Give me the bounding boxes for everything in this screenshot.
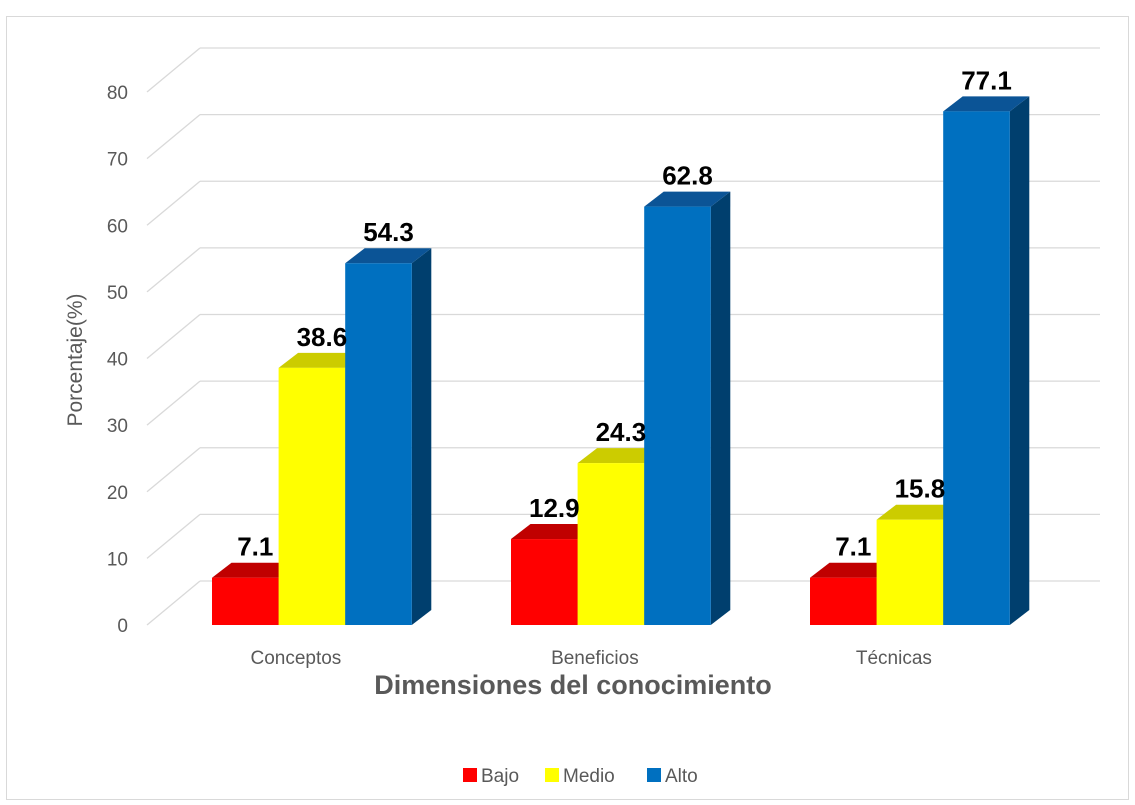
x-axis-categories: Conceptos Beneficios Técnicas (250, 648, 931, 669)
legend: Bajo Medio Alto (463, 766, 698, 787)
bar-top (212, 562, 299, 578)
legend-swatch (463, 768, 477, 782)
legend-item-alto: Alto (647, 766, 698, 787)
legend-item-bajo: Bajo (463, 766, 519, 787)
data-label: 54.3 (363, 217, 414, 247)
gridline-diagonal (146, 580, 201, 626)
bar-front (511, 539, 578, 625)
bar-top (577, 448, 664, 464)
bar-front (943, 111, 1010, 626)
chart-area (6, 16, 1129, 800)
bar-side (411, 248, 432, 625)
data-label: 77.1 (961, 65, 1012, 95)
legend-label: Medio (563, 766, 615, 787)
bar-top (644, 191, 731, 207)
y-axis-title: Porcentaje(%) (64, 293, 87, 426)
legend-item-medio: Medio (545, 766, 615, 787)
data-label: 62.8 (662, 161, 713, 191)
bar-front (876, 519, 944, 625)
bar-front (278, 367, 346, 625)
gridline-diagonal (146, 247, 201, 293)
bar-side (710, 191, 731, 625)
bar-side (1009, 96, 1030, 626)
data-labels: 7.1 38.6 54.3 12.9 24.3 62.8 7.1 15.8 77.1 (237, 65, 1012, 561)
y-tick-label: 10 (107, 549, 128, 570)
bar-top (943, 96, 1030, 112)
bar-top (876, 504, 963, 520)
category-label: Conceptos (250, 648, 341, 669)
y-axis-ticks: 0 10 20 30 40 50 60 70 80 (107, 83, 128, 637)
data-label: 24.3 (596, 417, 647, 447)
y-tick-label: 80 (107, 83, 128, 104)
bar-front (577, 463, 645, 625)
y-tick-label: 60 (107, 216, 128, 237)
bar-top (345, 248, 432, 264)
gridline-diagonal (146, 380, 201, 426)
bar-front (345, 263, 412, 625)
y-tick-label: 50 (107, 283, 128, 304)
bar-top (511, 524, 598, 540)
bar-top (278, 352, 365, 368)
gridline-diagonal (146, 47, 201, 93)
y-tick-label: 40 (107, 350, 128, 371)
bar-alto-1 (644, 191, 731, 625)
y-tick-label: 30 (107, 416, 128, 437)
category-label: Técnicas (856, 648, 932, 669)
gridline-diagonal (146, 513, 201, 559)
bar-front (810, 577, 877, 625)
data-label: 38.6 (297, 322, 348, 352)
data-label: 12.9 (529, 493, 580, 523)
y-tick-label: 0 (117, 616, 128, 637)
data-label: 7.1 (237, 532, 273, 562)
gridline-diagonal (146, 114, 201, 160)
data-label: 15.8 (895, 474, 946, 504)
y-tick-label: 20 (107, 483, 128, 504)
bar-alto-2 (943, 96, 1030, 626)
legend-swatch (647, 768, 661, 782)
gridline-diagonal (146, 447, 201, 493)
category-label: Beneficios (551, 648, 639, 669)
legend-label: Alto (665, 766, 698, 787)
gridline-diagonal (146, 313, 201, 360)
bar-alto-0 (345, 248, 432, 625)
legend-swatch (545, 768, 559, 782)
y-tick-label: 70 (107, 150, 128, 171)
bar-front (644, 206, 711, 625)
data-label: 7.1 (835, 532, 871, 562)
bar-top (810, 562, 897, 578)
x-axis-title: Dimensiones del conocimiento (374, 670, 772, 700)
bar-front (212, 577, 279, 625)
bars (212, 96, 1030, 626)
legend-label: Bajo (481, 766, 519, 787)
gridline-diagonal (146, 180, 201, 226)
